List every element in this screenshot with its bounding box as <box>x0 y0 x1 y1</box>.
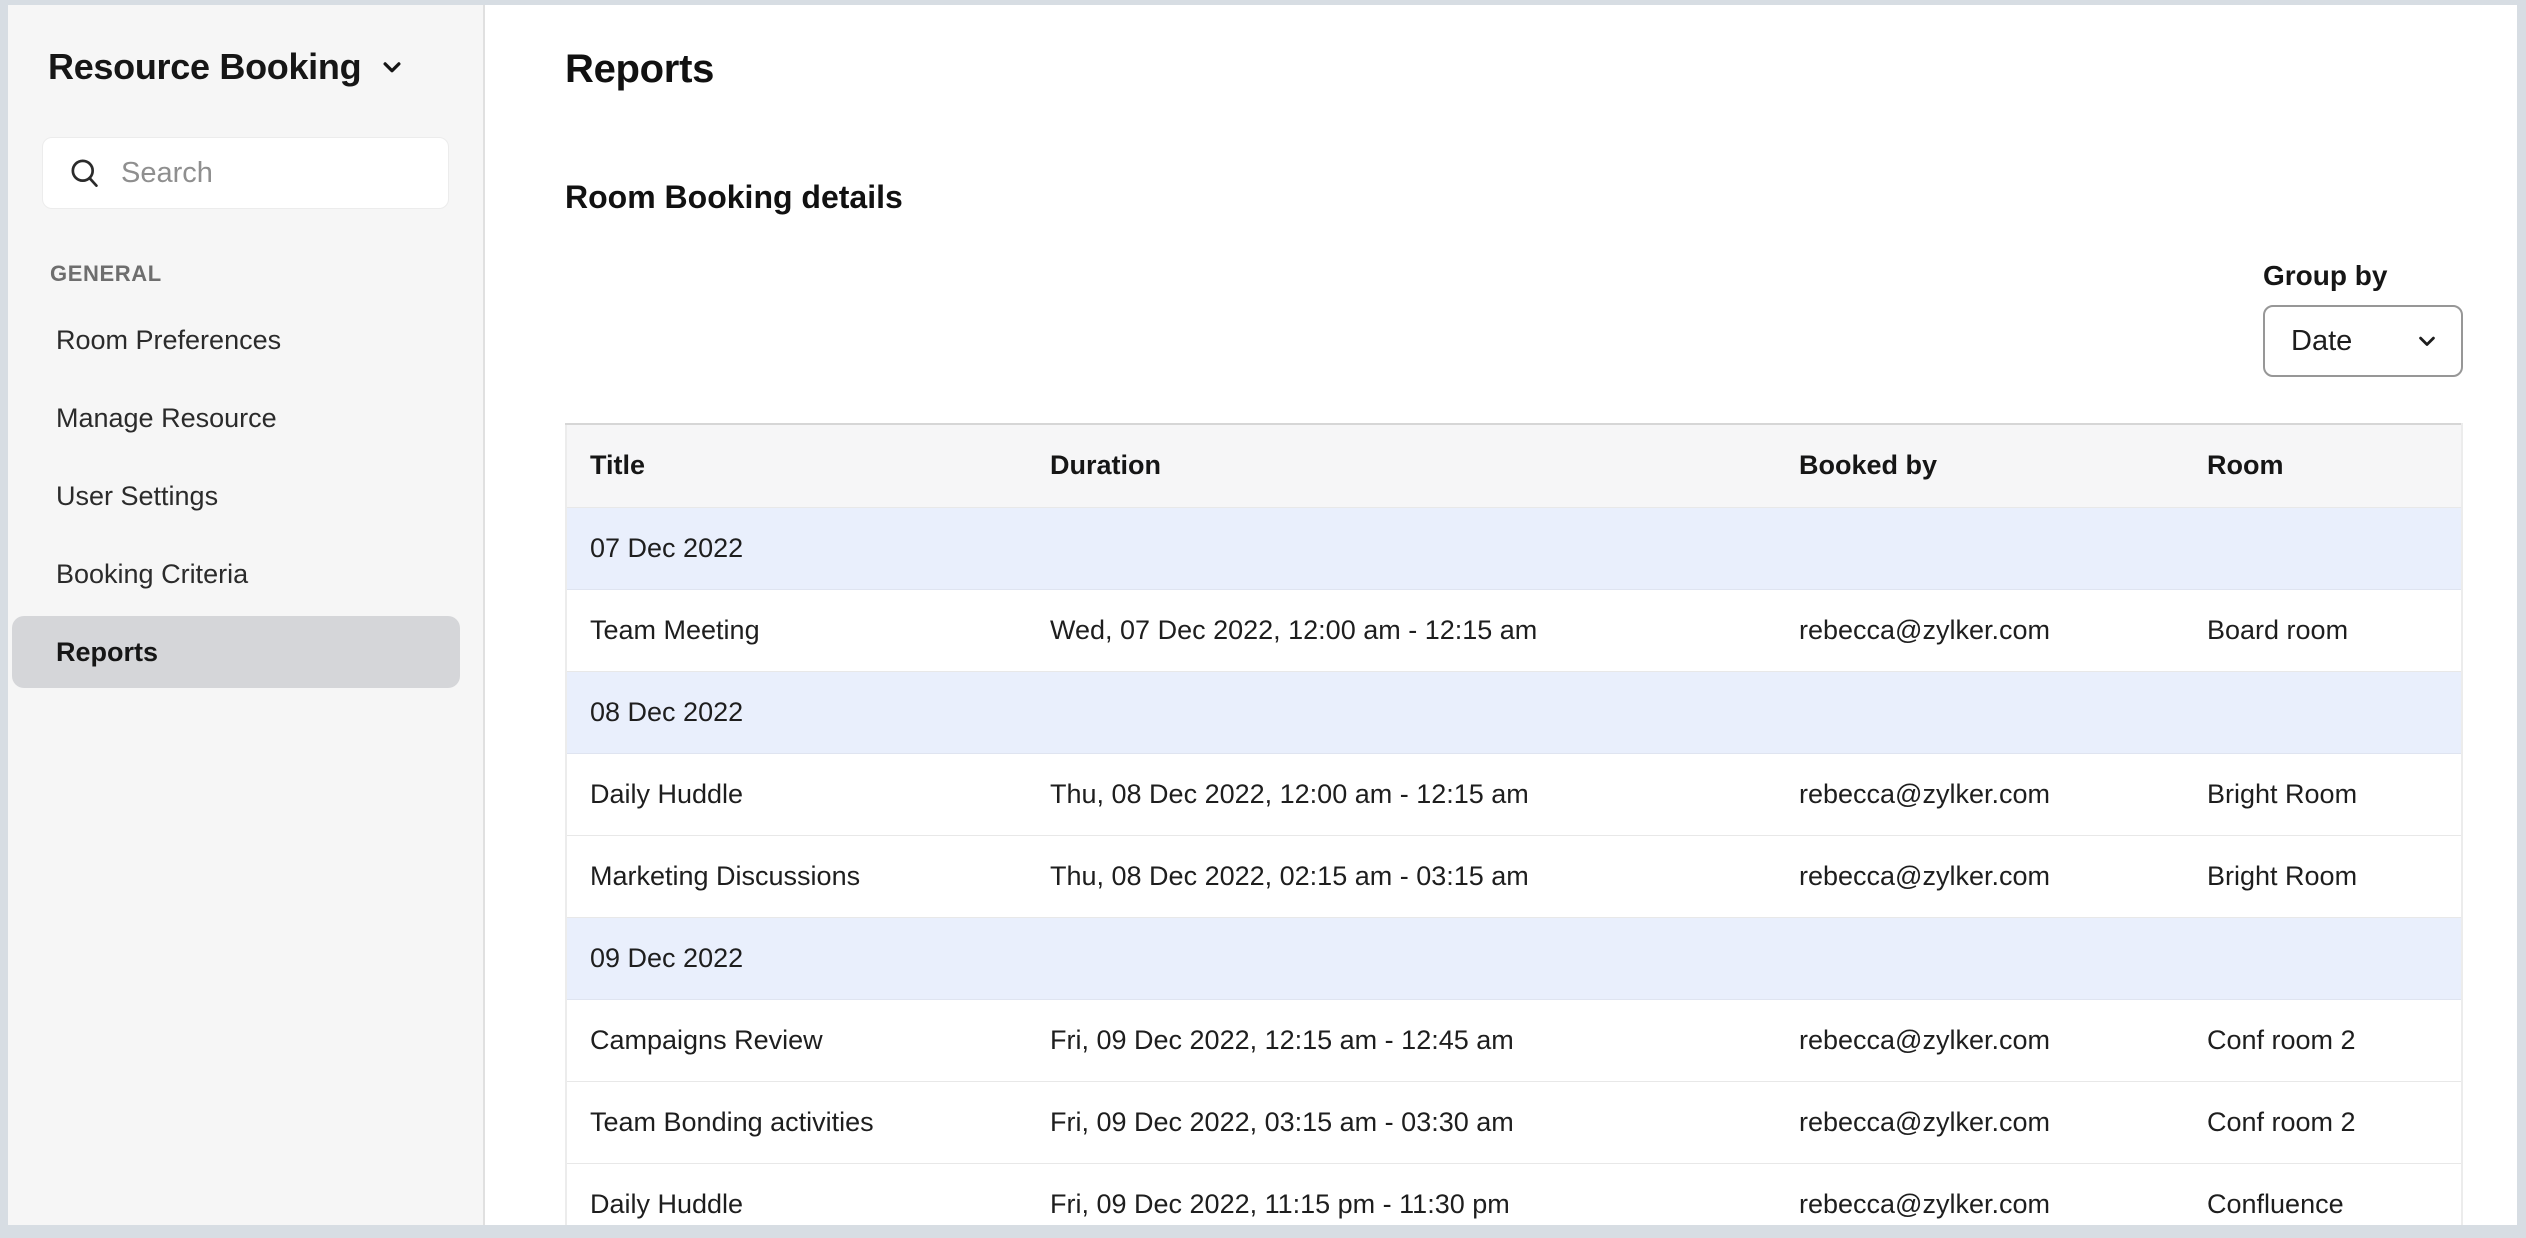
chevron-down-icon <box>377 52 407 82</box>
table-group-row: 09 Dec 2022 <box>566 917 2462 1000</box>
room-cell: Bright Room <box>2184 753 2462 836</box>
table-row: Campaigns Review Fri, 09 Dec 2022, 12:15 … <box>566 999 2462 1082</box>
duration-cell: Fri, 09 Dec 2022, 12:15 am - 12:45 am <box>1027 999 1776 1082</box>
booked-by-cell: rebecca@zylker.com <box>1776 1081 2184 1164</box>
group-date-cell: 07 Dec 2022 <box>566 507 2462 590</box>
column-header-booked-by: Booked by <box>1776 424 2184 508</box>
group-by-block: Group by Date <box>2263 259 2463 377</box>
duration-cell: Fri, 09 Dec 2022, 03:15 am - 03:30 am <box>1027 1081 1776 1164</box>
sidebar-item-reports[interactable]: Reports <box>12 616 460 688</box>
room-cell: Confluence <box>2184 1163 2462 1225</box>
group-by-label: Group by <box>2263 260 2388 291</box>
booked-by-cell: rebecca@zylker.com <box>1776 1163 2184 1225</box>
table-row: Team Meeting Wed, 07 Dec 2022, 12:00 am -… <box>566 589 2462 672</box>
sidebar-search <box>42 137 449 209</box>
booked-by-cell: rebecca@zylker.com <box>1776 835 2184 918</box>
table-row: Daily Huddle Fri, 09 Dec 2022, 11:15 pm -… <box>566 1163 2462 1225</box>
room-cell: Board room <box>2184 589 2462 672</box>
duration-cell: Fri, 09 Dec 2022, 11:15 pm - 11:30 pm <box>1027 1163 1776 1225</box>
booked-by-cell: rebecca@zylker.com <box>1776 753 2184 836</box>
app-title: Resource Booking <box>48 46 362 87</box>
table-row: Team Bonding activities Fri, 09 Dec 2022,… <box>566 1081 2462 1164</box>
title-cell: Daily Huddle <box>566 1163 1027 1225</box>
sidebar: Resource Booking GENERAL Room Preference… <box>8 5 485 1225</box>
title-cell: Team Bonding activities <box>566 1081 1027 1164</box>
title-cell: Marketing Discussions <box>566 835 1027 918</box>
booked-by-cell: rebecca@zylker.com <box>1776 999 2184 1082</box>
table-header-row: Title Duration Booked by Room <box>566 424 2462 508</box>
chevron-down-icon <box>2413 327 2441 355</box>
title-cell: Campaigns Review <box>566 999 1027 1082</box>
table-group-row: 07 Dec 2022 <box>566 507 2462 590</box>
group-by-selected-value: Date <box>2291 324 2353 357</box>
sidebar-item-booking-criteria[interactable]: Booking Criteria <box>56 558 249 589</box>
booked-by-cell: rebecca@zylker.com <box>1776 589 2184 672</box>
table-row: Daily Huddle Thu, 08 Dec 2022, 12:00 am -… <box>566 753 2462 836</box>
title-cell: Team Meeting <box>566 589 1027 672</box>
app-switcher[interactable]: Resource Booking <box>48 43 483 91</box>
table-group-row: 08 Dec 2022 <box>566 671 2462 754</box>
main-content: Reports Room Booking details Group by Da… <box>485 5 2517 1225</box>
search-icon <box>67 155 103 191</box>
duration-cell: Wed, 07 Dec 2022, 12:00 am - 12:15 am <box>1027 589 1776 672</box>
column-header-title: Title <box>566 424 1027 508</box>
table-row: Marketing Discussions Thu, 08 Dec 2022, 0… <box>566 835 2462 918</box>
column-header-room: Room <box>2184 424 2462 508</box>
section-title: Room Booking details <box>565 179 903 215</box>
duration-cell: Thu, 08 Dec 2022, 12:00 am - 12:15 am <box>1027 753 1776 836</box>
title-cell: Daily Huddle <box>566 753 1027 836</box>
sidebar-item-manage-resource[interactable]: Manage Resource <box>56 402 277 433</box>
sidebar-item-room-preferences[interactable]: Room Preferences <box>56 324 282 355</box>
app-window: Resource Booking GENERAL Room Preference… <box>8 5 2517 1225</box>
duration-cell: Thu, 08 Dec 2022, 02:15 am - 03:15 am <box>1027 835 1776 918</box>
group-by-select[interactable]: Date <box>2263 305 2463 377</box>
room-cell: Conf room 2 <box>2184 1081 2462 1164</box>
sidebar-item-user-settings[interactable]: User Settings <box>56 480 219 511</box>
group-date-cell: 08 Dec 2022 <box>566 671 2462 754</box>
group-date-cell: 09 Dec 2022 <box>566 917 2462 1000</box>
column-header-duration: Duration <box>1027 424 1776 508</box>
room-cell: Bright Room <box>2184 835 2462 918</box>
room-cell: Conf room 2 <box>2184 999 2462 1082</box>
booking-table: Title Duration Booked by Room 07 Dec 202… <box>565 423 2463 1225</box>
booking-table-body: 07 Dec 2022 Team Meeting Wed, 07 Dec 2022,… <box>566 507 2462 1225</box>
sidebar-section-label: GENERAL <box>50 261 162 286</box>
search-input[interactable] <box>121 156 428 190</box>
sidebar-nav: Room Preferences Manage Resource User Sett… <box>8 304 483 688</box>
page-title: Reports <box>565 47 715 91</box>
